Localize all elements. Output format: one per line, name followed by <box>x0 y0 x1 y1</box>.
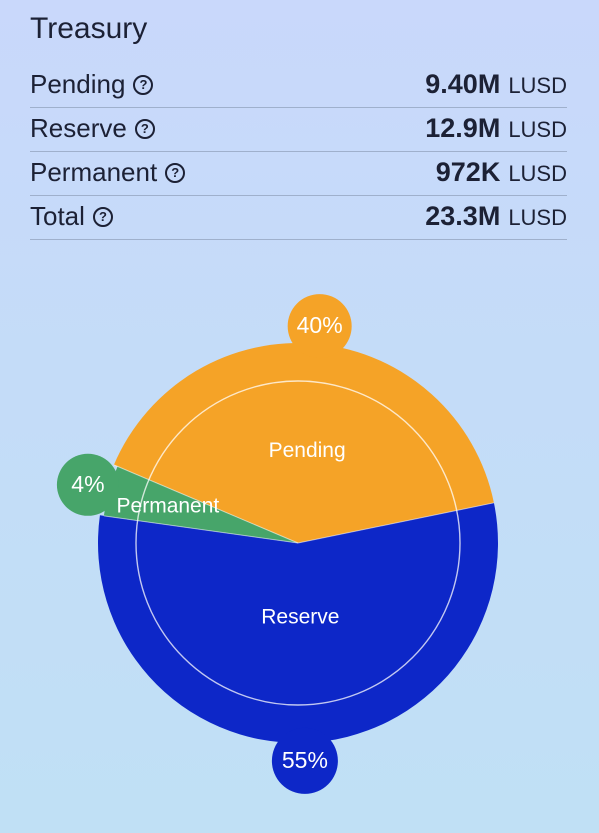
percent-badge-reserve <box>271 727 338 794</box>
help-circle-icon[interactable] <box>133 74 154 95</box>
pie-slice-pending[interactable] <box>113 343 494 543</box>
stat-row-total: Total 23.3M LUSD <box>30 196 567 240</box>
stat-label-total: Total <box>30 201 85 231</box>
help-circle-icon[interactable] <box>165 162 186 183</box>
slice-label-reserve: Reserve <box>261 606 339 629</box>
percent-label-pending: 40% <box>297 312 343 338</box>
stat-row-permanent: Permanent 972K LUSD <box>30 152 567 196</box>
percent-badge-permanent <box>56 453 119 516</box>
stat-label-permanent: Permanent <box>30 157 158 187</box>
percent-label-reserve: 55% <box>282 747 328 773</box>
stat-label-pending: Pending <box>30 69 126 99</box>
stat-amount-pending: 9.40M <box>425 69 501 99</box>
stat-unit-reserve: LUSD <box>508 117 567 142</box>
help-circle-icon[interactable] <box>92 206 113 227</box>
slice-separator <box>103 515 299 544</box>
page-title: Treasury <box>30 12 148 45</box>
stat-amount-reserve: 12.9M <box>425 113 501 143</box>
stat-unit-permanent: LUSD <box>508 161 567 186</box>
percent-label-permanent: 4% <box>71 471 104 497</box>
stat-unit-total: LUSD <box>508 205 567 230</box>
treasury-stats: Pending 9.40M LUSD Reserve 12.9M LUSD Pe… <box>30 64 567 240</box>
stat-row-reserve: Reserve 12.9M LUSD <box>30 108 567 152</box>
stat-amount-permanent: 972K <box>435 157 501 187</box>
slice-separator <box>297 502 495 544</box>
pie-slice-permanent[interactable] <box>103 466 298 543</box>
stat-row-pending: Pending 9.40M LUSD <box>30 64 567 108</box>
pie-slice-reserve[interactable] <box>98 502 499 744</box>
slice-label-pending: Pending <box>269 439 346 462</box>
help-circle-icon[interactable] <box>134 118 155 139</box>
stat-label-reserve: Reserve <box>30 113 127 143</box>
slice-separator <box>113 464 299 544</box>
slice-label-permanent: Permanent <box>117 495 220 518</box>
stat-unit-pending: LUSD <box>508 73 567 98</box>
inner-ring <box>135 380 461 706</box>
percent-badge-pending <box>287 294 352 359</box>
stat-amount-total: 23.3M <box>425 201 501 231</box>
